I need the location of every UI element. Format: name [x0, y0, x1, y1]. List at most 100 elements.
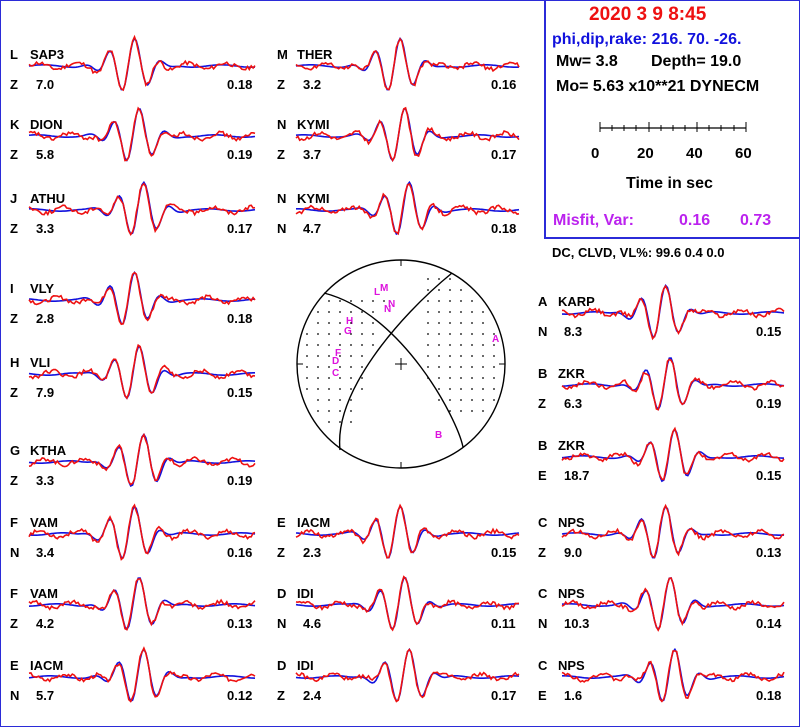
trace-amplitude: 4.2 [36, 616, 55, 631]
trace-amplitude: 2.3 [303, 545, 322, 560]
compression-dot [438, 333, 440, 335]
trace-component: N [277, 221, 287, 236]
trace-observed-karp-n [561, 284, 785, 341]
compression-dot [339, 300, 341, 302]
compression-dot [339, 333, 341, 335]
compression-dot [427, 289, 429, 291]
compression-dot [306, 377, 308, 379]
trace-letter: C [538, 658, 548, 673]
trace-correlation: 0.19 [227, 147, 253, 162]
trace-amplitude: 2.4 [303, 688, 322, 703]
compression-dot [350, 311, 352, 313]
compression-dot [350, 366, 352, 368]
compression-dot [493, 366, 495, 368]
compression-dot [372, 333, 374, 335]
trace-station: NPS [558, 658, 585, 673]
compression-dot [449, 399, 451, 401]
compression-dot [317, 388, 319, 390]
compression-dot [317, 410, 319, 412]
trace-correlation: 0.15 [491, 545, 517, 560]
trace-correlation: 0.19 [756, 396, 782, 411]
trace-station: ZKR [558, 438, 585, 453]
compression-dot [460, 366, 462, 368]
compression-dot [350, 322, 352, 324]
trace-amplitude: 4.7 [303, 221, 322, 236]
trace-component: N [538, 324, 548, 339]
trace-correlation: 0.15 [756, 324, 782, 339]
compression-dot [361, 377, 363, 379]
compression-dot [427, 300, 429, 302]
compression-dot [361, 355, 363, 357]
trace-observed-nps-e [561, 650, 785, 703]
compression-dot [339, 410, 341, 412]
focal-station-a: A [492, 334, 499, 345]
trace-amplitude: 10.3 [564, 616, 590, 631]
compression-dot [471, 322, 473, 324]
trace-observed-idi-n [295, 575, 520, 632]
compression-dot [328, 311, 330, 313]
compression-dot [339, 355, 341, 357]
compression-dot [339, 344, 341, 346]
compression-dot [471, 377, 473, 379]
trace-component: Z [538, 545, 546, 560]
trace-component: Z [10, 147, 18, 162]
trace-letter: A [538, 294, 548, 309]
compression-dot [317, 366, 319, 368]
compression-dot [460, 399, 462, 401]
misfit-label: Misfit, Var: [553, 212, 634, 229]
time-tick-40: 40 [686, 145, 703, 162]
compression-dot [361, 344, 363, 346]
trace-observed-sap3-z [28, 34, 256, 92]
compression-dot [471, 333, 473, 335]
compression-dot [361, 311, 363, 313]
trace-station: KARP [558, 294, 595, 309]
compression-dot [449, 366, 451, 368]
compression-dot [317, 322, 319, 324]
trace-amplitude: 2.8 [36, 311, 55, 326]
trace-station: IDI [297, 658, 314, 673]
trace-amplitude: 7.9 [36, 385, 55, 400]
depth: Depth= 19.0 [651, 53, 742, 70]
trace-station: ZKR [558, 366, 585, 381]
compression-dot [471, 300, 473, 302]
trace-letter: D [277, 658, 287, 673]
compression-dot [460, 410, 462, 412]
trace-correlation: 0.19 [227, 473, 253, 488]
trace-station: DION [30, 117, 63, 132]
event-info-box: 2020 3 9 8:45 phi,dip,rake: 216. 70. -26… [544, 0, 800, 239]
compression-dot [317, 311, 319, 313]
compression-dot [438, 388, 440, 390]
compression-dot [482, 410, 484, 412]
trace-amplitude: 5.8 [36, 147, 55, 162]
trace-observed-vam-n [28, 503, 256, 561]
trace-observed-vly-z [28, 271, 256, 326]
trace-station: IDI [297, 586, 314, 601]
trace-correlation: 0.14 [756, 616, 782, 631]
trace-amplitude: 3.3 [36, 221, 55, 236]
trace-amplitude: 3.2 [303, 77, 322, 92]
trace-amplitude: 3.4 [36, 545, 55, 560]
compression-dot [427, 366, 429, 368]
trace-component: Z [10, 221, 18, 236]
trace-station: KYMI [297, 117, 330, 132]
compression-dot [427, 344, 429, 346]
compression-dot [361, 322, 363, 324]
trace-correlation: 0.16 [491, 77, 517, 92]
trace-station: NPS [558, 586, 585, 601]
compression-dot [482, 355, 484, 357]
focal-station-c: C [332, 368, 339, 379]
trace-amplitude: 3.3 [36, 473, 55, 488]
trace-letter: B [538, 366, 548, 381]
compression-dot [438, 377, 440, 379]
trace-component: Z [10, 77, 18, 92]
compression-dot [361, 388, 363, 390]
trace-correlation: 0.17 [227, 221, 253, 236]
trace-station: VAM [30, 515, 58, 530]
misfit-value: 0.16 [679, 212, 711, 229]
trace-correlation: 0.16 [227, 545, 253, 560]
trace-amplitude: 4.6 [303, 616, 322, 631]
trace-letter: J [10, 191, 18, 206]
compression-dot [328, 421, 330, 423]
